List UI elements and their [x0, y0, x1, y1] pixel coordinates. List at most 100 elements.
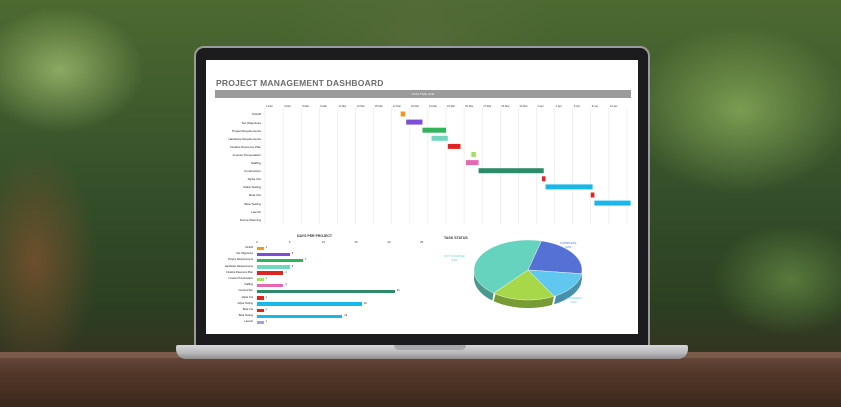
gantt-task-label: Construction	[244, 169, 261, 174]
project-label: Launch	[244, 320, 253, 324]
task-status-panel: TASK STATUS COMPLETE 23% ASSIGNED 15% NOT ST…	[430, 232, 626, 332]
pie-slice-label: ASSIGNED 15%	[566, 296, 582, 304]
days-bar-value: 1	[265, 277, 267, 280]
days-per-project-panel: DAYS PER PROJECT 0 5 10 15 20 25 Kickoff 1 Set O…	[215, 232, 425, 332]
gantt-date-label: 29-Mar	[501, 105, 510, 108]
pie-slice-label: COMPLETE 23%	[560, 241, 577, 249]
project-label: Project Requirements	[228, 258, 253, 262]
pie-slice-name: NOT STARTED	[444, 254, 465, 258]
pie-slice	[527, 240, 583, 274]
wooden-table	[0, 352, 841, 407]
gantt-date-label: 9-Mar	[320, 105, 328, 108]
gantt-date-label: 11-Mar	[338, 105, 347, 108]
gantt-date-label: 4-Apr	[555, 105, 562, 108]
days-per-project-title: DAYS PER PROJECT	[297, 234, 333, 238]
gantt-bar	[422, 127, 446, 133]
gantt-date-label: 17-Mar	[392, 105, 401, 108]
gantt-task-label: Launch	[251, 209, 261, 214]
gantt-bar	[400, 111, 406, 117]
gantt-date-label: 31-Mar	[519, 105, 528, 108]
days-bar-value: 5	[291, 252, 294, 256]
project-label: Hardware Requirements	[224, 264, 253, 268]
gantt-date-label: 25-Mar	[465, 105, 474, 108]
project-label: Set Objectives	[236, 252, 253, 256]
gantt-task-label: Hardware Requirements	[228, 136, 261, 141]
gantt-date-label: 8-Apr	[591, 105, 599, 108]
pie-slice-label: NOT STARTED 43%	[444, 254, 465, 262]
days-bar	[257, 277, 264, 282]
pie-slice-percent: 43%	[451, 258, 458, 262]
gantt-date-label: 8-Mar	[302, 105, 309, 108]
days-bar-value: 7	[304, 258, 307, 262]
task-status-pie	[473, 239, 583, 308]
days-bar	[257, 320, 264, 325]
laptop-base	[176, 345, 688, 359]
project-label: Alpha Out	[241, 295, 253, 299]
days-bar	[257, 289, 395, 294]
days-bar-value: 1	[265, 295, 267, 299]
gantt-header: DATA TIME LINE	[215, 90, 631, 98]
days-bar-value: 1	[265, 246, 267, 249]
gantt-bar	[541, 176, 546, 182]
gantt-date-label: 2-Apr	[537, 105, 544, 108]
project-label: Staffing	[244, 283, 253, 287]
pie-slice-side	[554, 273, 582, 305]
gantt-task-label: Finalize Resource Plan	[230, 144, 261, 149]
gantt-date-label: 19-Mar	[410, 105, 420, 108]
days-bar	[257, 308, 264, 313]
days-axis-tick: 20	[387, 240, 391, 244]
pie-slice-percent: 15%	[570, 300, 577, 304]
days-axis-tick: 25	[420, 240, 424, 244]
gantt-date-label: 13-Mar	[356, 105, 365, 108]
gantt-bar	[545, 184, 593, 190]
gantt-task-label: Investor Presentation	[232, 152, 261, 157]
days-bar	[257, 314, 343, 319]
gantt-date-label: 6-Apr	[573, 105, 581, 108]
gantt-date-label: 21-Mar	[428, 105, 438, 108]
gantt-bar	[447, 143, 461, 149]
pie-slice-side	[474, 270, 494, 301]
project-label: Finalize Resource Plan	[226, 270, 253, 274]
gantt-date-label: 10-Apr	[609, 105, 618, 108]
project-label: Beta Out	[242, 308, 253, 311]
gantt-chart: 1-Mar 3-Mar 8-Mar 9-Mar 11-Mar 13-Mar 15-Mar 17…	[215, 98, 631, 226]
gantt-bar	[478, 168, 544, 174]
days-bar	[257, 296, 264, 300]
days-bar-value: 4	[285, 270, 287, 274]
days-bar	[257, 283, 284, 288]
gantt-bar	[590, 192, 595, 198]
gantt-date-label: 1-Mar	[266, 105, 273, 108]
pie-slice	[527, 269, 582, 297]
laptop-screen: PROJECT MANAGEMENT DASHBOARD DATA TIME L…	[206, 60, 638, 334]
days-bar-value: 4	[285, 283, 287, 287]
gantt-date-label: 27-Mar	[483, 105, 492, 108]
pie-slice	[493, 269, 555, 301]
project-label: Construction	[238, 289, 253, 293]
pie-slice-name: ASSIGNED	[566, 296, 582, 300]
project-label: Alpha Testing	[237, 301, 253, 305]
days-bar	[257, 246, 264, 251]
task-status-title: TASK STATUS	[444, 236, 468, 240]
pie-slice-percent: 23%	[565, 245, 572, 249]
project-label: Beta Testing	[238, 314, 253, 318]
laptop-notch	[394, 345, 466, 350]
days-bar	[257, 302, 362, 306]
pie-slice-side	[493, 293, 555, 308]
gantt-bar	[471, 152, 476, 157]
gantt-task-label: Kickoff	[252, 112, 261, 117]
gantt-task-label: Future Planning	[239, 217, 261, 222]
dashboard-title: PROJECT MANAGEMENT DASHBOARD	[216, 78, 384, 88]
gantt-task-label: Staffing	[250, 161, 261, 165]
project-label: Kickoff	[245, 246, 253, 249]
days-bar-value: 5	[291, 264, 294, 268]
gantt-task-label: Beta Out	[249, 193, 261, 198]
days-axis-tick: 15	[354, 240, 358, 244]
gantt-date-label: 23-Mar	[447, 105, 456, 108]
gantt-bar	[465, 160, 479, 166]
gantt-task-label: Set Objectives	[241, 120, 261, 125]
days-axis-tick: 0	[256, 240, 258, 244]
days-bar-value: 1	[265, 308, 267, 311]
gantt-task-label: Project Requirements	[232, 128, 261, 133]
days-bar-value: 21	[396, 289, 400, 293]
pie-slice-name: COMPLETE	[560, 241, 577, 245]
